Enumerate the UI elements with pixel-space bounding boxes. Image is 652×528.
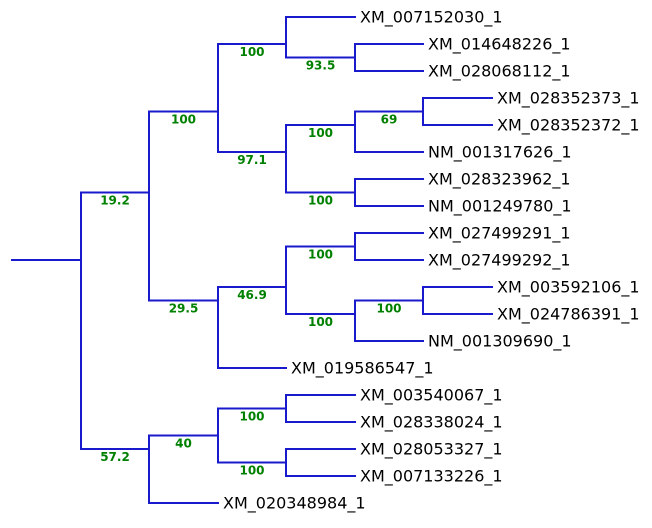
leaf-label: XM_027499291_1	[428, 224, 571, 244]
confidence-label: 46.9	[237, 288, 267, 302]
confidence-label: 100	[171, 113, 196, 127]
confidence-label: 100	[308, 194, 333, 208]
confidence-label: 19.2	[100, 194, 130, 208]
confidence-label: 40	[175, 437, 192, 451]
leaf-label: NM_001317626_1	[428, 143, 572, 163]
confidence-label: 100	[239, 45, 264, 59]
leaf-label: XM_028352373_1	[497, 89, 640, 109]
confidence-label: 100	[239, 410, 264, 424]
leaf-label: XM_028053327_1	[360, 440, 503, 460]
leaf-label: XM_027499292_1	[428, 251, 571, 271]
confidence-label: 69	[381, 113, 398, 127]
leaf-label: XM_028323962_1	[428, 170, 571, 190]
confidence-label: 100	[376, 302, 401, 316]
leaf-label: XM_020348984_1	[223, 494, 366, 514]
leaf-label: XM_007133226_1	[360, 467, 503, 487]
leaf-label: XM_014648226_1	[428, 35, 571, 55]
confidence-label: 100	[308, 248, 333, 262]
confidence-label: 29.5	[169, 302, 199, 316]
leaf-label: XM_003592106_1	[497, 278, 640, 298]
leaf-label: NM_001249780_1	[428, 197, 572, 217]
confidence-label: 100	[308, 126, 333, 140]
confidence-label: 57.2	[100, 450, 130, 464]
confidence-label: 100	[308, 315, 333, 329]
leaf-label: XM_028068112_1	[428, 62, 571, 82]
leaf-label: XM_024786391_1	[497, 305, 640, 325]
leaf-label: XM_028352372_1	[497, 116, 640, 136]
leaf-label: NM_001309690_1	[428, 332, 572, 352]
leaf-label: XM_019586547_1	[291, 359, 434, 379]
confidence-label: 97.1	[237, 153, 267, 167]
confidence-label: 93.5	[306, 59, 336, 73]
confidence-label: 100	[239, 464, 264, 478]
leaf-label: XM_003540067_1	[360, 386, 503, 406]
leaf-label: XM_028338024_1	[360, 413, 503, 433]
leaf-label: XM_007152030_1	[360, 8, 503, 28]
